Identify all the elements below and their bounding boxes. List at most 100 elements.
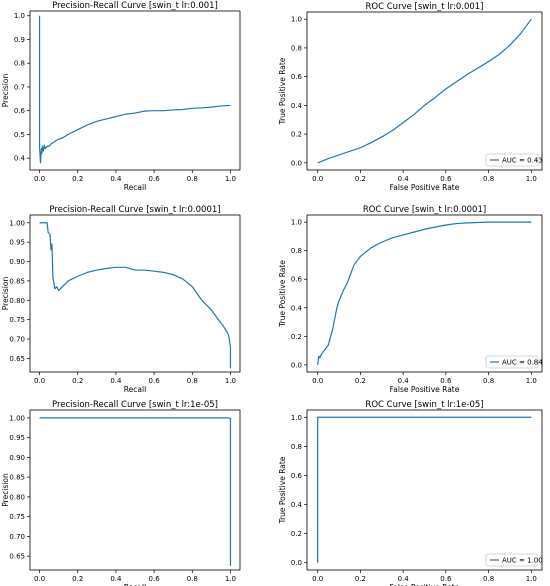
y-axis-label: True Positive Rate (278, 260, 287, 328)
chart-panel-2: ROC Curve [swin_t lr:0.001] 0.0 0.2 0.4 0.6 0… (278, 2, 543, 192)
y-axis-label: True Positive Rate (278, 57, 287, 125)
x-tick-label: 0.2 (72, 175, 83, 183)
plot-frame (29, 409, 241, 571)
x-tick-label: 0.0 (34, 377, 45, 385)
x-tick-label: 0.8 (187, 377, 198, 385)
y-tick-label: 0.85 (9, 277, 25, 285)
x-tick-label: 0.2 (72, 575, 83, 583)
chart-panel-4: ROC Curve [swin_t lr:0.0001] 0.0 0.2 0.4 0.6… (278, 205, 543, 394)
plot-frame (29, 10, 241, 171)
legend: AUC = 1.00 (485, 553, 543, 567)
y-tick-label: 0.5 (14, 131, 25, 139)
x-tick-label: 0.0 (312, 175, 323, 183)
y-tick-label: 0.4 (291, 501, 303, 509)
y-tick-label: 0.80 (9, 297, 25, 305)
chart-title: Precision-Recall Curve [swin_t lr:0.001] (52, 1, 218, 11)
x-tick-label: 0.6 (149, 377, 161, 385)
y-tick-label: 0.70 (9, 336, 25, 344)
y-tick-label: 0.6 (14, 107, 26, 115)
x-axis-label: False Positive Rate (390, 385, 460, 394)
chart-title: ROC Curve [swin_t lr:0.001] (366, 2, 484, 12)
y-tick-label: 0.8 (291, 443, 302, 451)
x-axis-label: Recall (124, 385, 146, 394)
x-tick-label: 1.0 (225, 377, 236, 385)
legend-label: AUC = 1.00 (502, 557, 543, 565)
chart-panel-6: ROC Curve [swin_t lr:1e-05] 0.0 0.2 0.4 0.6 0… (278, 400, 543, 586)
series-line (317, 416, 532, 563)
plot-frame (306, 409, 543, 571)
x-tick-label: 0.6 (440, 175, 452, 183)
plot-frame (306, 214, 543, 373)
y-tick-label: 0.75 (9, 513, 25, 521)
y-tick-label: 0.4 (14, 155, 26, 163)
x-tick-label: 0.4 (110, 575, 122, 583)
y-tick-label: 0.2 (291, 333, 302, 341)
series-line (39, 417, 232, 567)
x-tick-label: 0.6 (149, 175, 161, 183)
x-tick-label: 0.8 (187, 575, 198, 583)
y-tick-label: 0.65 (9, 553, 25, 561)
x-tick-label: 0.6 (440, 575, 452, 583)
y-tick-label: 0.75 (9, 316, 25, 324)
x-tick-label: 1.0 (225, 175, 236, 183)
y-axis-label: True Positive Rate (278, 456, 287, 524)
y-tick-label: 0.65 (9, 355, 25, 363)
x-tick-label: 1.0 (526, 175, 537, 183)
x-tick-label: 0.4 (398, 377, 410, 385)
y-tick-label: 0.6 (291, 73, 303, 81)
x-axis-label: False Positive Rate (390, 183, 460, 192)
legend-box (485, 355, 539, 369)
y-tick-label: 0.9 (14, 36, 25, 44)
y-tick-label: 0.85 (9, 474, 25, 482)
y-tick-label: 0.80 (9, 493, 25, 501)
x-tick-label: 0.8 (483, 575, 494, 583)
legend-box (485, 553, 539, 567)
x-tick-label: 0.4 (398, 575, 410, 583)
chart-panel-5: Precision-Recall Curve [swin_t lr:1e-05]… (1, 400, 241, 586)
chart-panel-3: Precision-Recall Curve [swin_t lr:0.0001… (1, 205, 241, 394)
legend-box (485, 153, 539, 167)
y-tick-label: 0.7 (14, 83, 25, 91)
legend: AUC = 0.43 (485, 153, 543, 167)
x-tick-label: 0.8 (483, 377, 494, 385)
y-tick-label: 1.0 (291, 414, 302, 422)
y-tick-label: 0.90 (9, 454, 25, 462)
x-tick-label: 0.0 (312, 377, 323, 385)
chart-title: ROC Curve [swin_t lr:1e-05] (365, 400, 483, 410)
x-tick-label: 0.2 (355, 377, 366, 385)
y-tick-label: 0.4 (291, 304, 303, 312)
y-tick-label: 0.0 (291, 361, 302, 369)
chart-title: Precision-Recall Curve [swin_t lr:0.0001… (49, 205, 220, 215)
y-tick-label: 1.00 (9, 219, 25, 227)
y-tick-label: 0.0 (291, 159, 302, 167)
x-axis-label: False Positive Rate (390, 583, 460, 586)
y-axis-label: Precision (1, 473, 10, 507)
y-tick-label: 0.6 (291, 472, 303, 480)
y-tick-label: 1.0 (291, 219, 302, 227)
series-line (39, 222, 232, 369)
y-tick-label: 0.95 (9, 239, 25, 247)
legend-label: AUC = 0.43 (502, 157, 543, 165)
x-tick-label: 0.2 (355, 575, 366, 583)
y-tick-label: 0.6 (291, 276, 303, 284)
x-tick-label: 0.4 (110, 175, 122, 183)
series-line (317, 221, 532, 365)
y-tick-label: 0.70 (9, 533, 25, 541)
chart-panel-1: Precision-Recall Curve [swin_t lr:0.001]… (1, 1, 241, 192)
legend: AUC = 0.84 (485, 355, 543, 369)
x-tick-label: 0.2 (72, 377, 83, 385)
x-tick-label: 0.0 (312, 575, 323, 583)
y-tick-label: 0.2 (291, 131, 302, 139)
y-tick-label: 1.0 (291, 16, 302, 24)
x-tick-label: 0.6 (149, 575, 161, 583)
y-tick-label: 0.4 (291, 102, 303, 110)
x-tick-label: 0.8 (483, 175, 494, 183)
y-tick-label: 0.2 (291, 530, 302, 538)
series-line (317, 18, 532, 164)
y-tick-label: 0.95 (9, 434, 25, 442)
y-tick-label: 0.90 (9, 258, 25, 266)
series-line (38, 15, 231, 164)
x-tick-label: 0.4 (398, 175, 410, 183)
chart-title: ROC Curve [swin_t lr:0.0001] (363, 205, 486, 215)
